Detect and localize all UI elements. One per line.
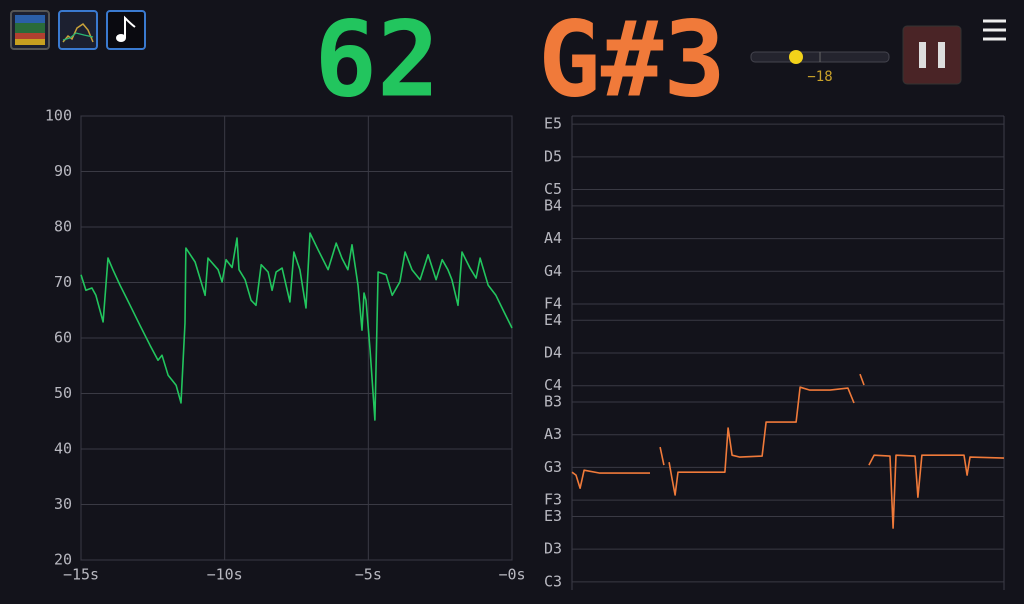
y-tick-label: B4 [544, 196, 562, 214]
x-tick-label: −0s [498, 566, 525, 584]
data-line [80, 232, 513, 421]
y-tick-label: 80 [54, 218, 72, 236]
y-tick-label: 50 [54, 384, 72, 402]
y-tick-label: D3 [544, 540, 562, 558]
y-tick-label: E4 [544, 311, 562, 329]
y-tick-label: 70 [54, 273, 72, 291]
menu-button[interactable] [983, 19, 1006, 41]
y-tick-label: F3 [544, 491, 562, 509]
y-tick-label: D5 [544, 147, 562, 165]
spectrogram-button[interactable] [10, 10, 50, 50]
y-tick-label: 60 [54, 329, 72, 347]
y-tick-label: A3 [544, 425, 562, 443]
y-tick-label: 100 [45, 107, 72, 125]
level-readout: 62 [314, 0, 439, 120]
note-button[interactable] [106, 10, 146, 50]
y-tick-label: C3 [544, 572, 562, 590]
y-tick-label: A4 [544, 229, 562, 247]
graph-button[interactable] [58, 10, 98, 50]
y-tick-label: B3 [544, 393, 562, 411]
y-tick-label: 30 [54, 495, 72, 513]
x-tick-label: −5s [355, 566, 382, 584]
y-tick-label: E5 [544, 115, 562, 133]
note-readout: G#3 [538, 0, 726, 120]
gain-slider[interactable] [750, 50, 890, 64]
y-tick-label: 40 [54, 440, 72, 458]
y-tick-label: G3 [544, 458, 562, 476]
y-tick-label: C4 [544, 376, 562, 394]
x-tick-label: −10s [207, 566, 243, 584]
y-tick-label: E3 [544, 507, 562, 525]
data-line [571, 373, 1005, 529]
y-tick-label: C5 [544, 180, 562, 198]
y-tick-label: F4 [544, 294, 562, 312]
y-tick-label: 20 [54, 551, 72, 569]
pause-button[interactable] [902, 25, 962, 85]
gain-value: −18 [807, 69, 832, 85]
x-tick-label: −15s [63, 566, 99, 584]
y-tick-label: D4 [544, 344, 562, 362]
y-tick-label: 90 [54, 162, 72, 180]
y-tick-label: G4 [544, 262, 562, 280]
